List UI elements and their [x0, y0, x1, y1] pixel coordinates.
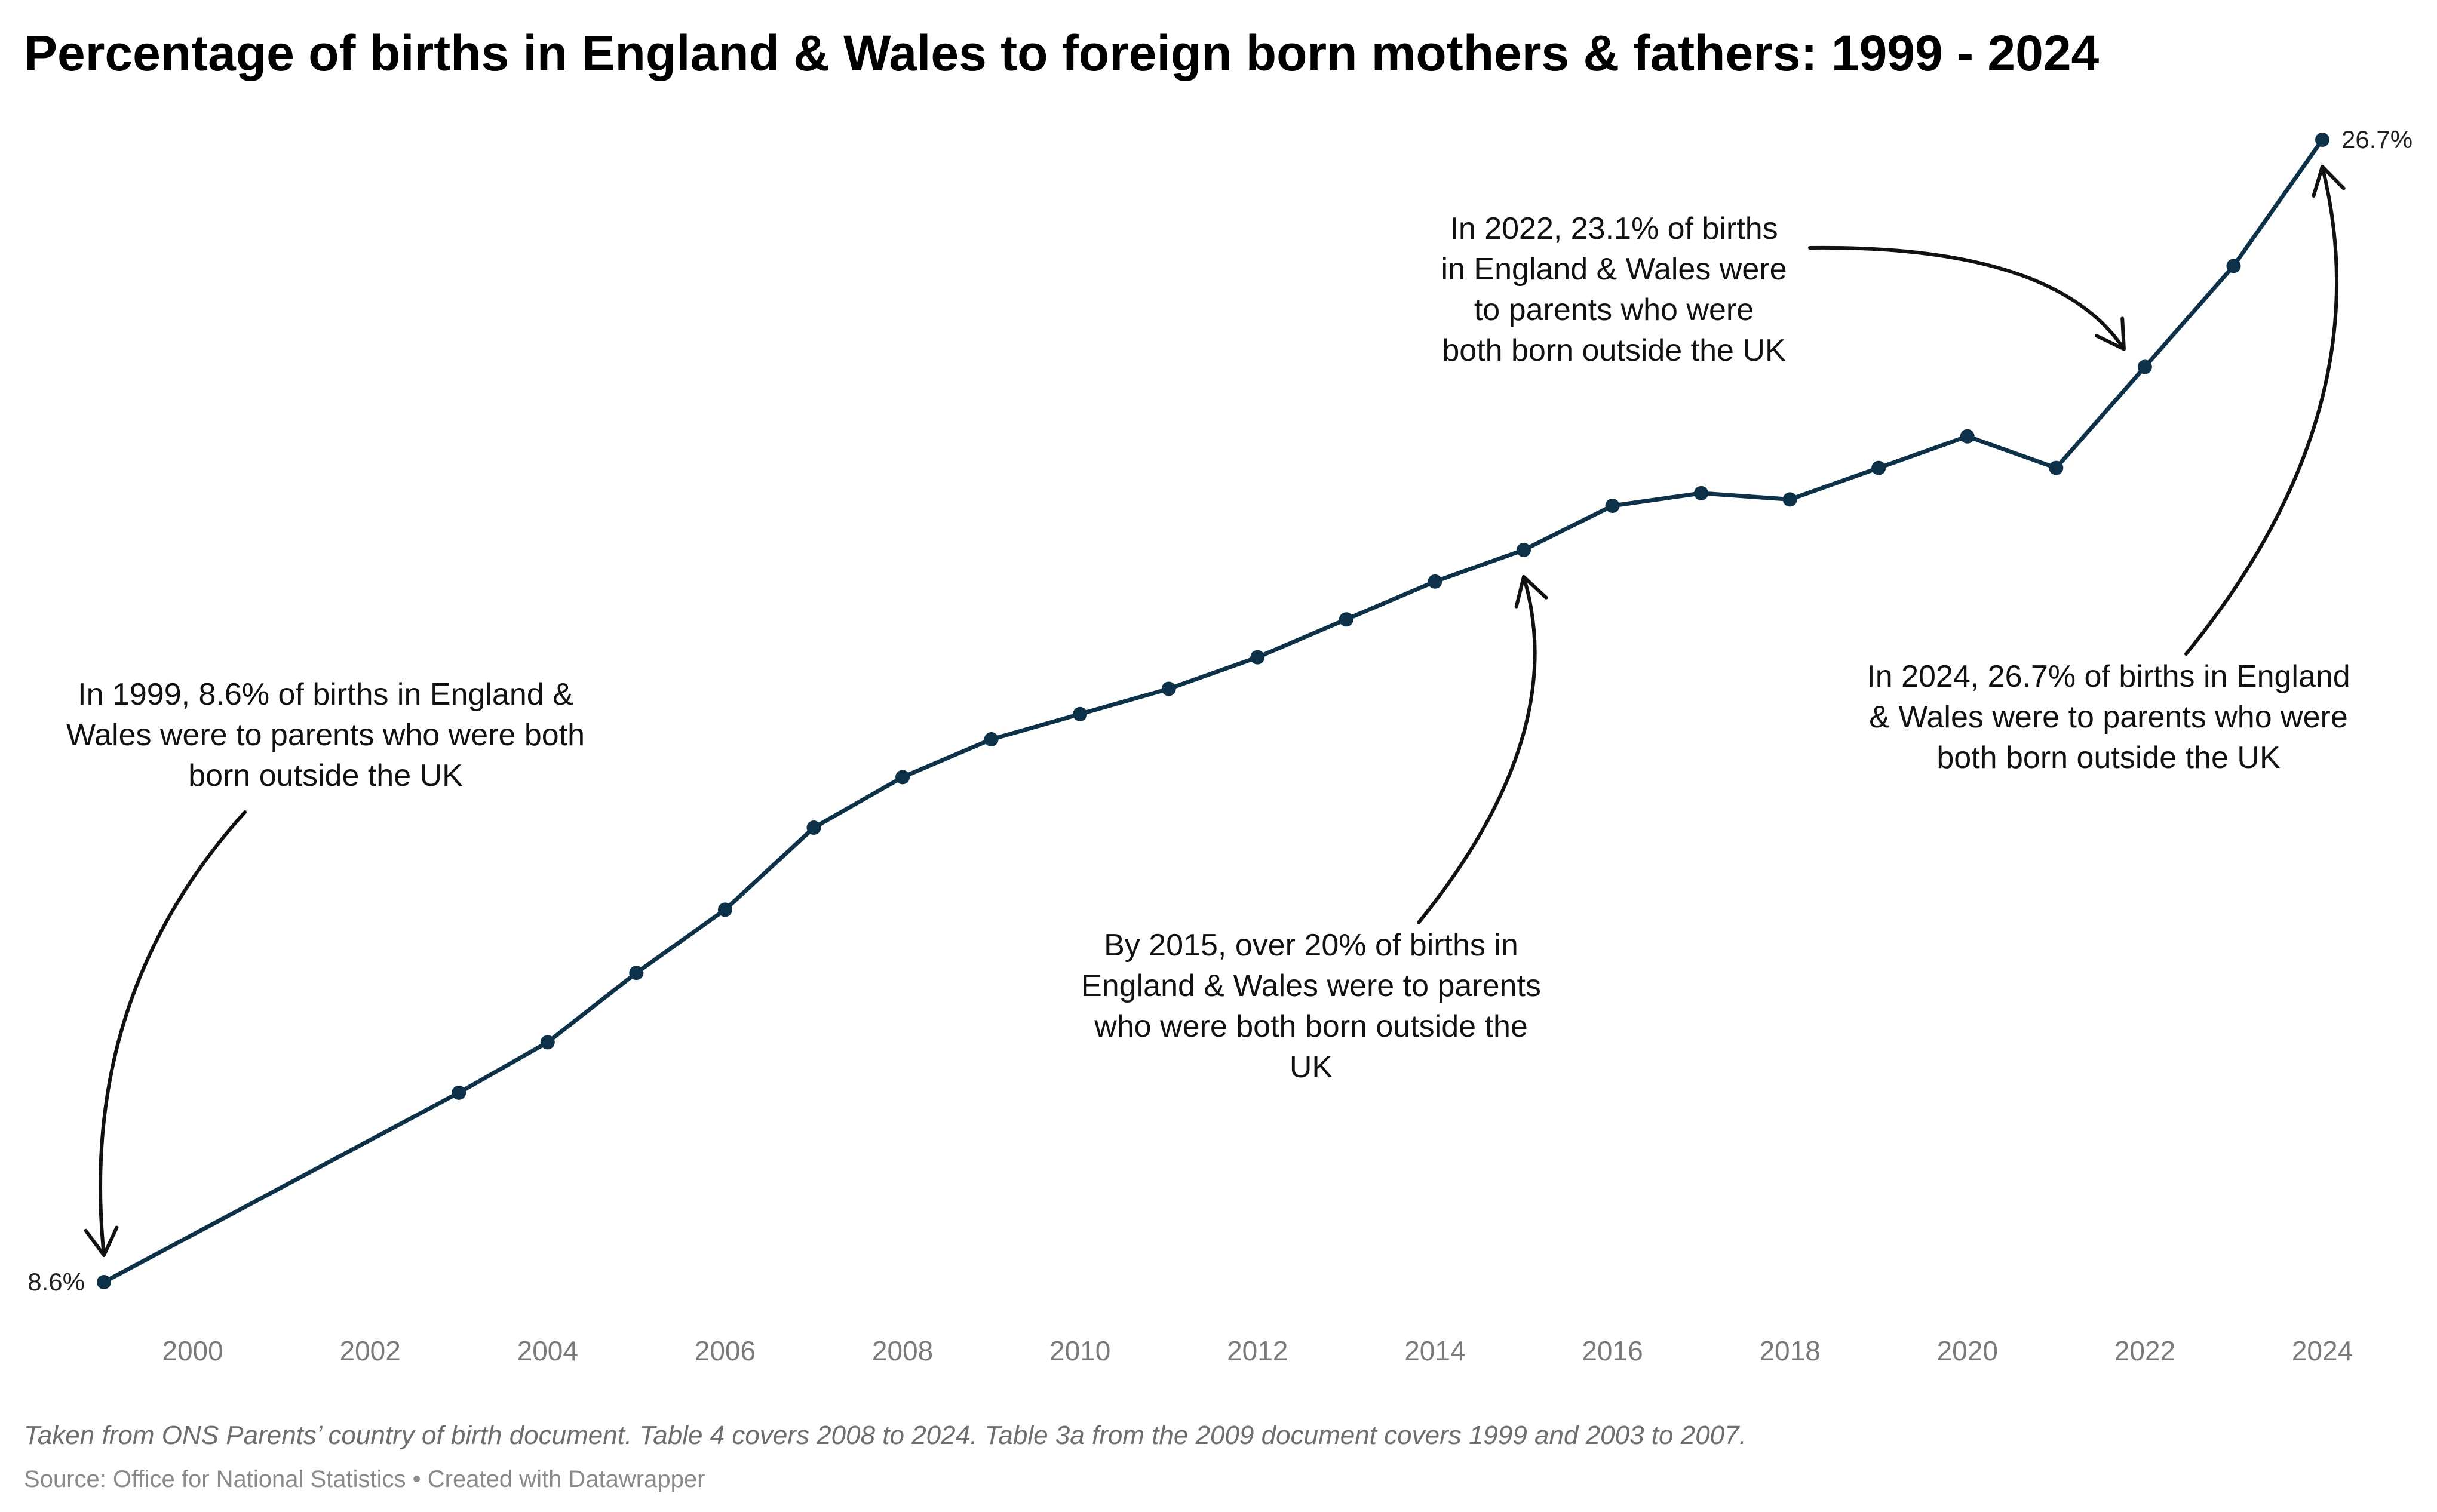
series-group	[97, 133, 2329, 1289]
annotation-line: Wales were to parents who were both	[66, 718, 585, 752]
data-point	[1516, 542, 1531, 557]
data-point	[2315, 133, 2329, 147]
data-point	[895, 770, 910, 785]
annotation-text: By 2015, over 20% of births in England & …	[1081, 928, 1541, 1084]
annotation-line: born outside the UK	[188, 758, 463, 793]
x-tick-label: 2000	[162, 1335, 223, 1366]
annotation-arrow	[99, 810, 247, 1257]
data-point	[452, 1085, 466, 1100]
data-point	[1250, 650, 1265, 665]
annotation-arrowhead	[2312, 165, 2346, 198]
data-point	[1871, 460, 1886, 475]
chart-note: Taken from ONS Parents’ country of birth…	[24, 1421, 1747, 1450]
annotation-line: & Wales were to parents who were	[1869, 700, 2348, 735]
end-labels: 8.6% 26.7%	[27, 125, 2413, 1296]
x-tick-label: 2004	[517, 1335, 578, 1366]
annotation-line: both born outside the UK	[1442, 333, 1786, 368]
end-label-first: 8.6%	[27, 1268, 85, 1296]
data-point	[1339, 612, 1353, 627]
annotation-line: in England & Wales were	[1441, 252, 1787, 287]
annotation-arrowhead	[84, 1225, 119, 1257]
data-point	[806, 820, 821, 835]
data-point	[97, 1275, 111, 1289]
annotation-arrow	[1417, 574, 1537, 924]
data-point	[1960, 429, 1975, 444]
annotation-line: to parents who were	[1474, 293, 1754, 327]
chart-title: Percentage of births in England & Wales …	[24, 25, 2100, 81]
data-point	[717, 902, 732, 917]
annotation-line: In 2024, 26.7% of births in England	[1867, 659, 2350, 694]
annotation-text: In 1999, 8.6% of births in England & Wale…	[66, 677, 585, 793]
x-tick-label: 2016	[1582, 1335, 1643, 1366]
x-tick-label: 2002	[340, 1335, 401, 1366]
x-tick-label: 2020	[1937, 1335, 1998, 1366]
data-point	[1073, 706, 1088, 721]
chart-source: Source: Office for National Statistics •…	[24, 1466, 705, 1492]
x-tick-label: 2006	[695, 1335, 756, 1366]
annotation-arrowhead	[1514, 575, 1548, 609]
data-point	[2226, 259, 2241, 273]
data-point	[1161, 681, 1176, 696]
x-tick-label: 2008	[872, 1335, 933, 1366]
annotation-arrow	[2184, 165, 2339, 656]
end-label-last: 26.7%	[2341, 125, 2413, 153]
annotation-line: By 2015, over 20% of births in	[1104, 928, 1518, 963]
data-point	[1605, 499, 1620, 514]
x-tick-label: 2018	[1759, 1335, 1820, 1366]
data-point	[540, 1035, 555, 1050]
data-point	[984, 732, 999, 747]
annotations: In 1999, 8.6% of births in England & Wale…	[66, 165, 2350, 1257]
x-axis: 2000 2002 2004 2006 2008 2010 2012 2014 2016 2018…	[162, 1335, 2353, 1366]
annotation-arrowhead	[2094, 316, 2126, 351]
x-tick-label: 2012	[1227, 1335, 1288, 1366]
annotation-line: In 1999, 8.6% of births in England &	[78, 677, 573, 712]
annotation-arrow	[1808, 245, 2126, 351]
annotation-line: In 2022, 23.1% of births	[1450, 211, 1778, 246]
data-point	[2049, 460, 2064, 475]
data-point	[1428, 574, 1442, 589]
x-tick-label: 2024	[2292, 1335, 2353, 1366]
annotation-text: In 2022, 23.1% of births in England & Wal…	[1441, 211, 1787, 368]
x-tick-label: 2010	[1049, 1335, 1110, 1366]
data-point	[1782, 492, 1797, 507]
annotation-line: who were both born outside the	[1094, 1009, 1528, 1044]
annotation-line: UK	[1290, 1050, 1333, 1084]
x-tick-label: 2022	[2114, 1335, 2175, 1366]
data-point	[1694, 485, 1709, 500]
annotation-line: both born outside the UK	[1936, 740, 2281, 775]
annotation-text: In 2024, 26.7% of births in England & Wal…	[1867, 659, 2350, 775]
data-point	[2137, 359, 2152, 374]
data-point	[629, 966, 644, 981]
annotation-line: England & Wales were to parents	[1081, 969, 1541, 1003]
x-tick-label: 2014	[1404, 1335, 1465, 1366]
